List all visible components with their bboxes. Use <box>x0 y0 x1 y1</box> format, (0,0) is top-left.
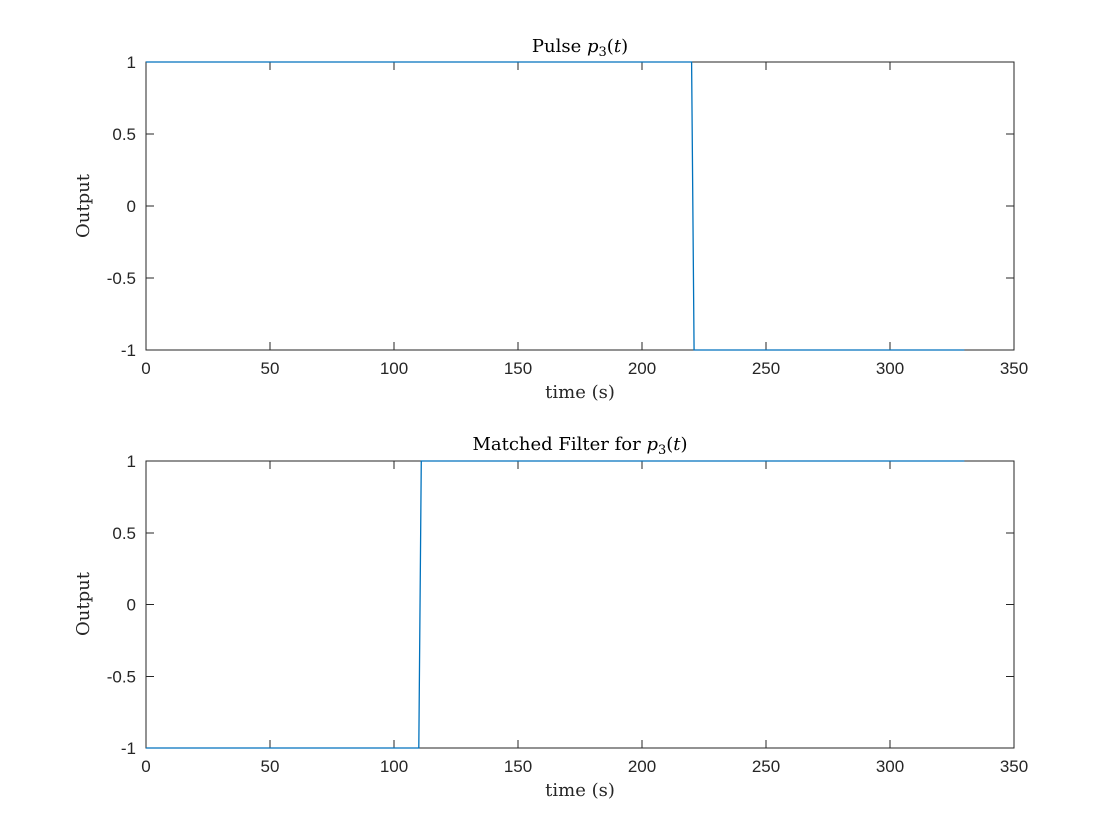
subplot-pulse: Pulse p3(t) 0 50 100 150 200 250 300 350-1-0.50… <box>73 36 1028 403</box>
x-tick-label: 350 <box>1000 359 1028 378</box>
title-arg: t <box>673 434 681 455</box>
y-tick-label: 0.5 <box>112 125 136 144</box>
x-tick-label: 0 <box>141 359 150 378</box>
series-line <box>146 460 965 749</box>
subplot-title: Pulse p3(t) <box>532 36 628 60</box>
x-tick-label: 100 <box>380 359 408 378</box>
y-tick-label: 1 <box>127 452 136 471</box>
y-tick-label: -1 <box>121 341 136 360</box>
x-tick-label: 150 <box>504 757 532 776</box>
title-subscript: 3 <box>599 45 607 60</box>
y-tick-label: 0 <box>127 197 136 216</box>
title-prefix: Matched Filter for <box>472 434 646 455</box>
x-tick-label: 150 <box>504 359 532 378</box>
y-tick-label: 0.5 <box>112 524 136 543</box>
title-var: p <box>587 36 599 57</box>
x-tick-label: 100 <box>380 757 408 776</box>
title-paren-open: ( <box>607 36 614 57</box>
x-tick-label: 250 <box>752 757 780 776</box>
title-prefix: Pulse <box>532 36 587 57</box>
y-tick-label: 0 <box>127 596 136 615</box>
title-paren-close: ) <box>621 36 628 57</box>
series-line <box>146 61 965 351</box>
y-axis-label: Output <box>73 173 94 238</box>
x-axis-label: time (s) <box>545 382 615 403</box>
y-tick-label: -0.5 <box>107 269 136 288</box>
y-tick-label: 1 <box>127 53 136 72</box>
title-subscript: 3 <box>658 443 666 458</box>
subplot-matched-filter: Matched Filter for p3(t) 0 50 100 150 200 250… <box>73 434 1028 801</box>
series-group <box>146 61 965 351</box>
title-arg: t <box>614 36 622 57</box>
subplot-title: Matched Filter for p3(t) <box>472 434 687 458</box>
tick-group: 0 50 100 150 200 250 300 350 -1 -0.5 0 0.5 1 <box>107 53 1028 378</box>
x-tick-label: 200 <box>628 359 656 378</box>
y-tick-label: -0.5 <box>107 667 136 686</box>
x-tick-label: 50 <box>261 359 280 378</box>
x-tick-label: 50 <box>261 757 280 776</box>
series-group <box>146 460 965 749</box>
x-tick-label: 200 <box>628 757 656 776</box>
title-paren-open: ( <box>666 434 673 455</box>
x-tick-label: 350 <box>1000 757 1028 776</box>
x-tick-label: 300 <box>876 757 904 776</box>
y-tick-label: -1 <box>121 739 136 758</box>
title-paren-close: ) <box>681 434 688 455</box>
tick-group: 0 50 100 150 200 250 300 350 -1 -0.5 0 0.5 1 <box>107 452 1028 776</box>
x-axis-label: time (s) <box>545 780 615 801</box>
x-tick-label: 0 <box>141 757 150 776</box>
title-var: p <box>646 434 658 455</box>
x-tick-label: 300 <box>876 359 904 378</box>
x-tick-label: 250 <box>752 359 780 378</box>
y-axis-label: Output <box>73 571 94 636</box>
